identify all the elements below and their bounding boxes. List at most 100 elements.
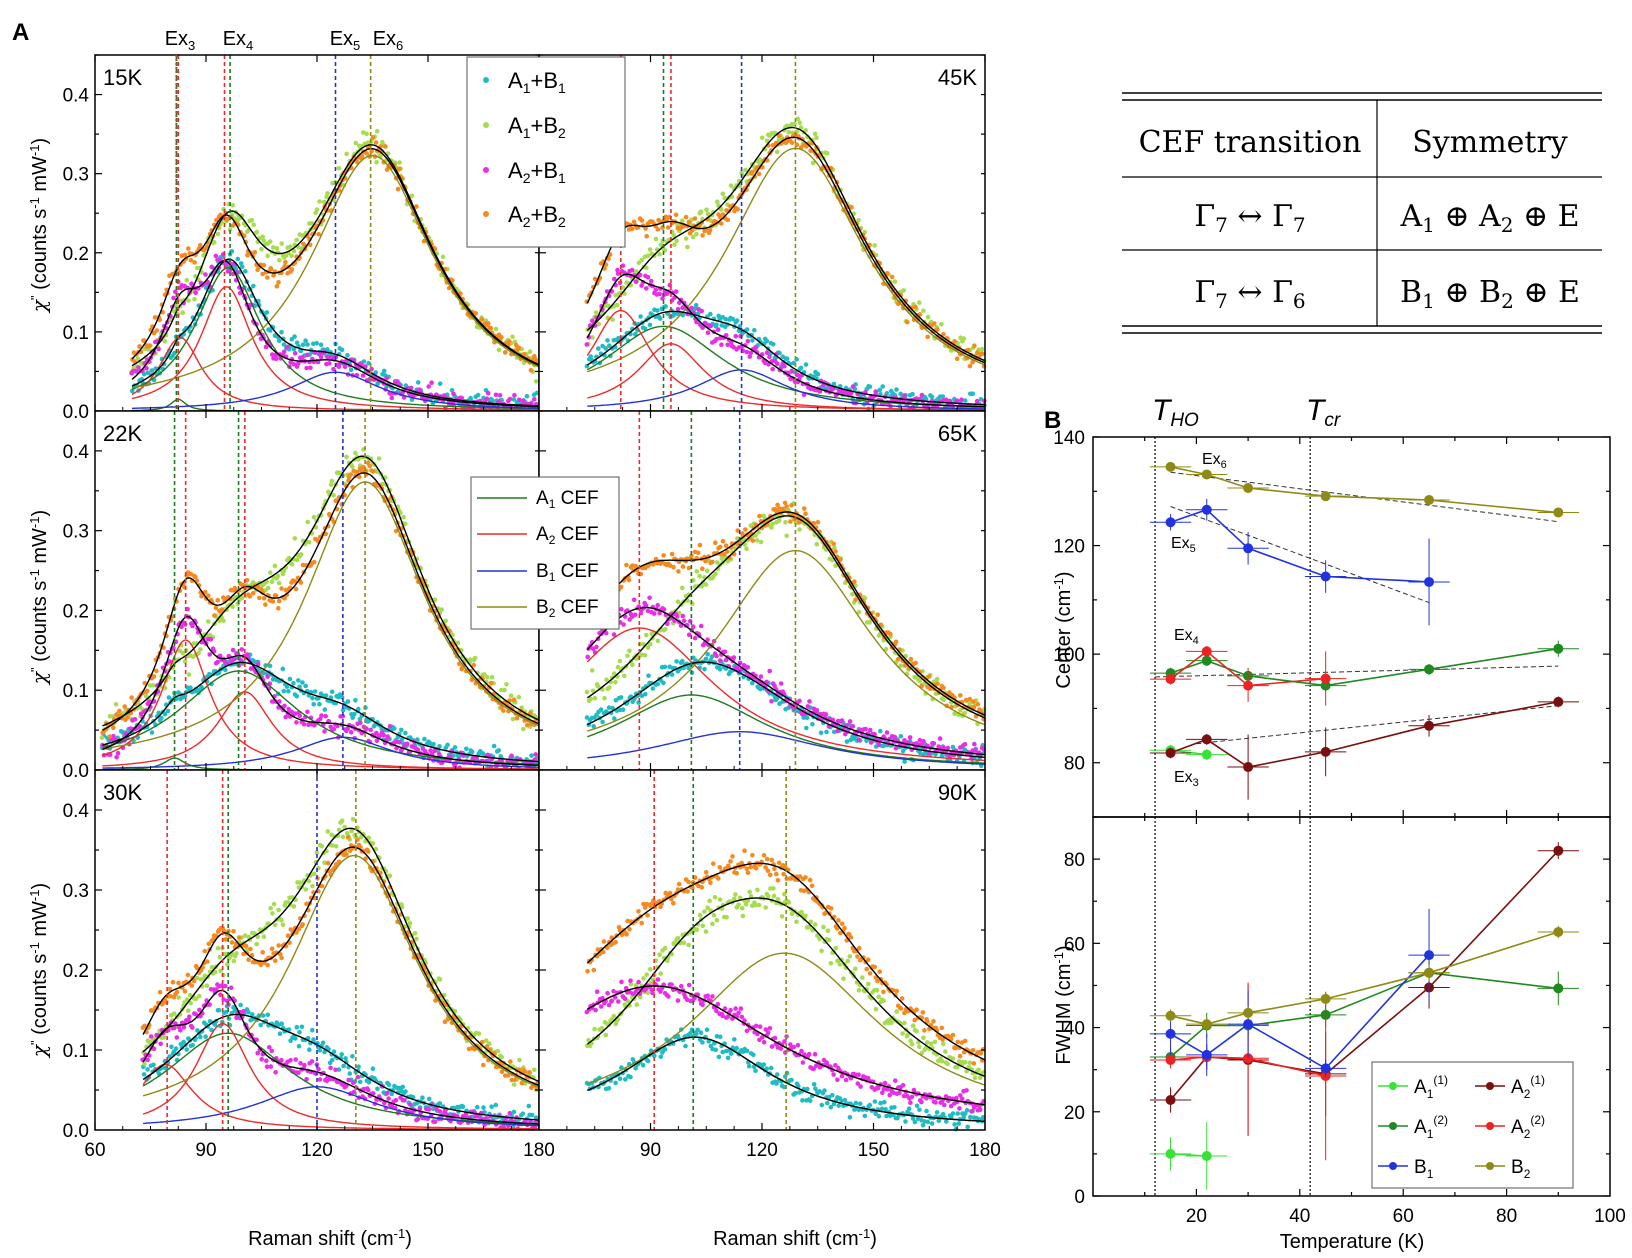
data-point bbox=[209, 264, 214, 270]
data-point bbox=[476, 1031, 482, 1036]
data-point bbox=[187, 1014, 192, 1019]
data-point bbox=[327, 361, 332, 366]
data-point bbox=[293, 1036, 298, 1041]
data-point bbox=[144, 365, 149, 371]
data-point bbox=[660, 296, 665, 301]
data-point bbox=[607, 343, 612, 349]
data-point bbox=[650, 686, 656, 691]
data-point bbox=[344, 454, 349, 460]
data-point bbox=[265, 674, 270, 679]
data-point bbox=[211, 240, 217, 245]
data-point bbox=[254, 941, 259, 947]
data-point bbox=[265, 1012, 271, 1018]
data-point bbox=[255, 934, 261, 940]
data-point bbox=[260, 234, 266, 240]
data-point bbox=[520, 1111, 526, 1116]
data-point bbox=[797, 698, 802, 704]
data-point bbox=[723, 316, 729, 322]
data-point bbox=[759, 135, 765, 141]
data-point bbox=[469, 749, 475, 755]
data-point bbox=[782, 363, 787, 369]
data-point bbox=[244, 577, 250, 583]
data-point bbox=[145, 370, 151, 376]
data-point bbox=[307, 242, 313, 248]
data-point bbox=[502, 350, 508, 355]
data-point bbox=[270, 599, 276, 604]
data-point bbox=[188, 685, 193, 690]
cef-component-B2CEF bbox=[587, 549, 986, 732]
data-point bbox=[783, 520, 788, 525]
data-point bbox=[747, 536, 752, 541]
data-point bbox=[348, 367, 354, 373]
data-point bbox=[350, 1054, 355, 1059]
data-point bbox=[321, 199, 327, 205]
data-point bbox=[615, 267, 620, 273]
data-point bbox=[403, 521, 408, 527]
data-point bbox=[900, 305, 906, 311]
data-point bbox=[389, 1091, 395, 1097]
data-point bbox=[705, 652, 710, 657]
data-point bbox=[694, 569, 700, 574]
data-point bbox=[203, 272, 208, 277]
data-point bbox=[197, 993, 202, 999]
data-point bbox=[708, 311, 713, 317]
data-point bbox=[824, 150, 830, 156]
data-point bbox=[422, 736, 427, 742]
data-point bbox=[913, 660, 918, 666]
data-point bbox=[312, 689, 318, 694]
data-point bbox=[284, 684, 290, 689]
data-point bbox=[734, 318, 740, 323]
data-point bbox=[335, 723, 340, 729]
data-point bbox=[704, 207, 709, 212]
data-point bbox=[271, 273, 276, 278]
data-point bbox=[754, 538, 760, 543]
data-point bbox=[516, 345, 522, 351]
data-point bbox=[590, 688, 596, 694]
data-point bbox=[215, 945, 221, 951]
data-point bbox=[694, 319, 699, 325]
data-point bbox=[619, 606, 624, 612]
data-point bbox=[306, 878, 312, 884]
data-point bbox=[829, 557, 835, 563]
data-point bbox=[274, 246, 280, 251]
data-point bbox=[740, 533, 746, 539]
data-point bbox=[486, 685, 492, 690]
data-point bbox=[397, 740, 403, 745]
data-point bbox=[750, 680, 755, 686]
data-point bbox=[486, 321, 491, 326]
data-point bbox=[590, 318, 595, 324]
data-point bbox=[234, 951, 239, 956]
data-point bbox=[294, 694, 300, 699]
data-point bbox=[767, 354, 772, 360]
data-point bbox=[901, 288, 906, 293]
data-point bbox=[374, 160, 379, 165]
data-point bbox=[281, 349, 287, 355]
data-point bbox=[366, 835, 372, 841]
data-point bbox=[351, 468, 357, 474]
data-point bbox=[618, 695, 624, 700]
data-point bbox=[361, 359, 367, 364]
data-point bbox=[257, 595, 262, 601]
data-point bbox=[297, 684, 302, 690]
data-point bbox=[370, 841, 376, 846]
data-point bbox=[198, 647, 203, 652]
data-point bbox=[161, 1035, 167, 1040]
data-point bbox=[655, 227, 661, 232]
data-point bbox=[117, 708, 122, 714]
data-point bbox=[190, 623, 195, 629]
data-point bbox=[615, 271, 621, 276]
data-point bbox=[928, 686, 933, 692]
data-point bbox=[881, 638, 887, 643]
data-point bbox=[217, 954, 223, 960]
data-point bbox=[180, 650, 186, 656]
data-point bbox=[223, 1009, 229, 1015]
data-point bbox=[801, 715, 806, 720]
data-point bbox=[643, 691, 648, 697]
data-point bbox=[493, 392, 499, 398]
data-point bbox=[764, 679, 769, 685]
data-point bbox=[810, 721, 815, 727]
data-point bbox=[797, 527, 802, 532]
data-point bbox=[744, 349, 750, 355]
data-point bbox=[506, 339, 512, 344]
data-point bbox=[814, 135, 819, 140]
